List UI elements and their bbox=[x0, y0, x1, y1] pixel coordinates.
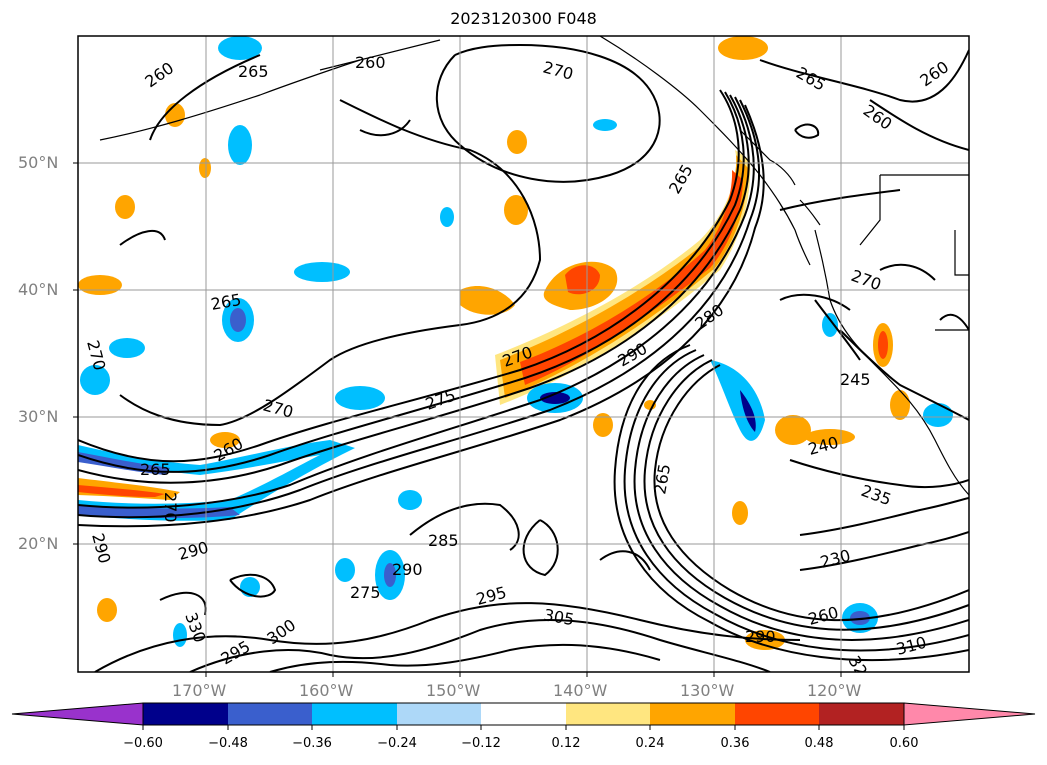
colorbar-extend-high bbox=[903, 702, 1036, 726]
colorbar-segment bbox=[566, 703, 650, 725]
gridlines bbox=[78, 36, 969, 672]
contour-lines bbox=[78, 43, 969, 672]
colorbar-tick-label: 0.12 bbox=[551, 736, 581, 751]
lon-label: 150°W bbox=[426, 681, 481, 700]
lon-label: 120°W bbox=[807, 681, 862, 700]
colorbar-segment bbox=[735, 703, 819, 725]
map-frame bbox=[77, 35, 970, 673]
colorbar-tick-label: −0.12 bbox=[461, 736, 501, 751]
lon-label: 160°W bbox=[299, 681, 354, 700]
contour-label: 290 bbox=[392, 560, 423, 579]
colorbar-segment bbox=[143, 703, 228, 725]
colorbar-tick-label: 0.60 bbox=[889, 736, 919, 751]
colorbar-segment bbox=[228, 703, 312, 725]
contour-label: 290 bbox=[745, 627, 776, 646]
contour-label: 260 bbox=[355, 53, 386, 72]
colorbar-extend-low bbox=[11, 702, 144, 726]
lon-label: 170°W bbox=[172, 681, 227, 700]
colorbar-segment bbox=[819, 703, 904, 725]
contour-label: 285 bbox=[428, 531, 459, 550]
contour-label: 265 bbox=[238, 62, 269, 81]
contour-label: 265 bbox=[140, 460, 171, 479]
lon-label: 130°W bbox=[680, 681, 735, 700]
colorbar-tick-label: 0.24 bbox=[635, 736, 665, 751]
colorbar-tick-label: −0.24 bbox=[377, 736, 417, 751]
colorbar-tick-label: 0.48 bbox=[804, 736, 834, 751]
contour-label: 270 bbox=[161, 492, 180, 523]
colorbar-segment bbox=[481, 703, 566, 725]
map-title: 2023120300 F048 bbox=[450, 9, 597, 28]
lat-label: 40°N bbox=[18, 280, 59, 299]
axis-ticks bbox=[73, 162, 842, 677]
contour-label: 245 bbox=[840, 370, 871, 389]
colorbar-segment bbox=[650, 703, 735, 725]
contour-label: 275 bbox=[350, 583, 381, 602]
colorbar bbox=[11, 702, 1036, 730]
lat-label: 50°N bbox=[18, 153, 59, 172]
colorbar-segment bbox=[312, 703, 397, 725]
colorbar-tick-label: −0.60 bbox=[123, 736, 163, 751]
lat-label: 30°N bbox=[18, 407, 59, 426]
colorbar-segment bbox=[397, 703, 481, 725]
colorbar-tick-label: −0.48 bbox=[208, 736, 248, 751]
colorbar-tick-label: −0.36 bbox=[292, 736, 332, 751]
lon-label: 140°W bbox=[553, 681, 608, 700]
colorbar-tick-label: 0.36 bbox=[720, 736, 750, 751]
lat-label: 20°N bbox=[18, 534, 59, 553]
